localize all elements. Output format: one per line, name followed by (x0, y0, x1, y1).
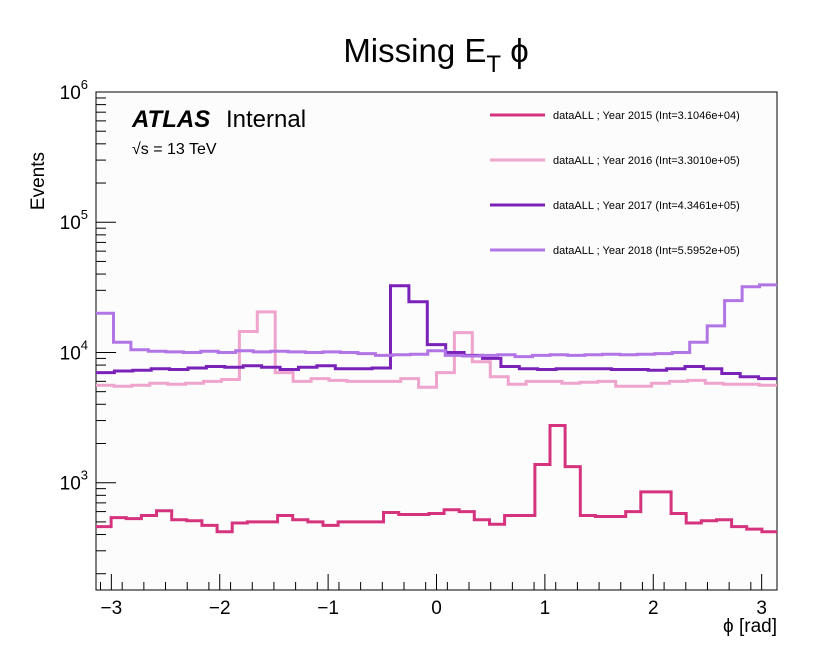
x-tick-label: 2 (648, 598, 659, 619)
chart-title-subscript: T (486, 51, 501, 78)
x-tick-label: 0 (431, 598, 442, 619)
x-tick-label: 3 (756, 598, 767, 619)
x-tick-label: −2 (209, 598, 231, 619)
x-tick-label: 1 (540, 598, 551, 619)
series-line-4 (96, 283, 777, 359)
chart-title: Missing ET ϕ (343, 32, 528, 78)
series-layer (96, 283, 777, 534)
chart-title-tail: ϕ (501, 32, 529, 69)
plot-area (95, 91, 778, 591)
legend: dataALL ; Year 2015 (Int=3.1046e+04) data… (490, 110, 740, 257)
legend-entry: dataALL ; Year 2018 (Int=5.5952e+05) (553, 245, 740, 257)
axis-ticks: −3 −2 −1 0 1 2 3 103 104 105 106 (60, 77, 767, 619)
sqrt-s: √s (132, 141, 149, 158)
chart-title-main: Missing E (343, 32, 486, 69)
y-axis-label: Events (28, 152, 49, 210)
y-tick-label: 103 (60, 468, 88, 495)
x-axis-label: ϕ [rad] (723, 616, 777, 637)
y-tick-label: 106 (60, 77, 88, 104)
legend-entry: dataALL ; Year 2016 (Int=3.3010e+05) (553, 155, 740, 167)
x-tick-label: −1 (317, 598, 339, 619)
atlas-sub-label: Internal (226, 106, 306, 133)
y-tick-label: 104 (60, 337, 88, 364)
energy-label: √s = 13 TeV (132, 141, 217, 158)
energy-value: = 13 TeV (149, 141, 217, 158)
series-line-1 (96, 424, 777, 534)
atlas-label: ATLAS (131, 106, 210, 133)
x-tick-label: −3 (101, 598, 123, 619)
series-line-3 (96, 284, 777, 381)
series-line-2 (96, 310, 777, 389)
legend-entry: dataALL ; Year 2015 (Int=3.1046e+04) (553, 110, 740, 122)
y-tick-label: 105 (60, 207, 88, 234)
legend-entry: dataALL ; Year 2017 (Int=4.3461e+05) (553, 200, 740, 212)
